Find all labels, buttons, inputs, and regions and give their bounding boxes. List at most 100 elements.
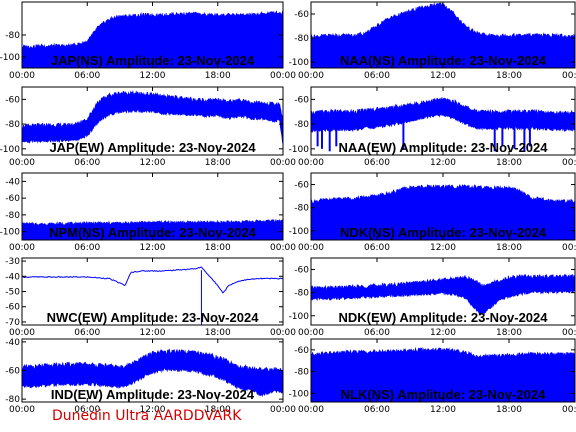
x-tick-label: 00:00 bbox=[562, 71, 576, 81]
plot-area bbox=[311, 183, 575, 240]
panel-title: NLK(NS) Amplitude: 23-Nov-2024 bbox=[341, 387, 546, 402]
y-tick-label: -60 bbox=[294, 266, 309, 276]
y-tick-label: -60 bbox=[5, 194, 20, 204]
y-tick-label: -100 bbox=[289, 389, 310, 399]
x-tick-label: 12:00 bbox=[430, 243, 456, 253]
x-tick-label: 06:00 bbox=[74, 328, 100, 338]
y-tick-label: -100 bbox=[289, 312, 310, 322]
series-1-band bbox=[22, 89, 283, 145]
series-1-band bbox=[311, 273, 575, 316]
x-tick-label: 00:00 bbox=[9, 243, 35, 253]
plot-area bbox=[311, 2, 575, 68]
y-tick-label: -80 bbox=[5, 395, 20, 405]
x-tick-label: 18:00 bbox=[205, 158, 231, 168]
plot-area bbox=[22, 89, 283, 145]
series-1-band bbox=[311, 97, 575, 133]
panel-8: 00:00 06:00 12:00 18:00 00:00 -60 -80 -100 NDK(E… bbox=[289, 257, 576, 338]
y-tick-label: -60 bbox=[294, 181, 309, 191]
panel-5: 00:00 06:00 12:00 18:00 00:00 -40 -60 -80 -100 NP… bbox=[0, 172, 296, 253]
plot-area bbox=[311, 273, 575, 316]
y-tick-label: -100 bbox=[0, 53, 20, 63]
y-tick-label: -60 bbox=[294, 346, 309, 356]
x-tick-label: 00:00 bbox=[298, 158, 324, 168]
x-tick-label: 12:00 bbox=[430, 158, 456, 168]
panel-title: IND(EW) Amplitude: 23-Nov-2024 bbox=[51, 387, 255, 402]
y-tick-label: -100 bbox=[0, 228, 20, 238]
x-tick-label: 00:00 bbox=[562, 158, 576, 168]
x-tick-label: 18:00 bbox=[496, 243, 522, 253]
x-tick-label: 00:00 bbox=[562, 328, 576, 338]
panel-10: 00:00 06:00 12:00 18:00 00:00 -60 -80 -100 NLK(N… bbox=[289, 338, 576, 415]
x-tick-label: 18:00 bbox=[496, 71, 522, 81]
x-tick-label: 12:00 bbox=[140, 71, 166, 81]
x-tick-label: 06:00 bbox=[74, 71, 100, 81]
x-tick-label: 06:00 bbox=[364, 158, 390, 168]
x-tick-label: 12:00 bbox=[430, 405, 456, 415]
x-tick-label: 00:00 bbox=[562, 405, 576, 415]
panel-title: NDK(EW) Amplitude: 23-Nov-2024 bbox=[339, 310, 549, 325]
y-tick-label: -80 bbox=[294, 34, 309, 44]
y-tick-label: -80 bbox=[294, 289, 309, 299]
x-tick-label: 06:00 bbox=[74, 405, 100, 415]
x-tick-label: 00:00 bbox=[270, 328, 296, 338]
series-1-band bbox=[311, 2, 575, 68]
y-tick-label: -30 bbox=[5, 257, 20, 267]
y-tick-label: -80 bbox=[294, 368, 309, 378]
x-tick-label: 18:00 bbox=[496, 158, 522, 168]
plot-area bbox=[22, 218, 283, 240]
x-tick-label: 00:00 bbox=[298, 243, 324, 253]
x-tick-label: 00:00 bbox=[9, 158, 35, 168]
x-tick-label: 00:00 bbox=[9, 328, 35, 338]
y-tick-label: -60 bbox=[294, 10, 309, 20]
x-tick-label: 06:00 bbox=[364, 71, 390, 81]
plot-area bbox=[311, 97, 575, 152]
x-tick-label: 06:00 bbox=[74, 243, 100, 253]
x-tick-label: 12:00 bbox=[140, 243, 166, 253]
x-tick-label: 00:00 bbox=[298, 328, 324, 338]
x-tick-label: 00:00 bbox=[298, 405, 324, 415]
panel-7: 00:00 06:00 12:00 18:00 00:00 -30 -40 -50 -60 -70… bbox=[5, 257, 296, 338]
series-1-band bbox=[311, 346, 575, 402]
y-tick-label: -60 bbox=[294, 95, 309, 105]
y-tick-label: -80 bbox=[294, 204, 309, 214]
series-1-band bbox=[22, 348, 283, 398]
x-tick-label: 06:00 bbox=[364, 405, 390, 415]
panel-6: 00:00 06:00 12:00 18:00 00:00 -60 -80 -100 NDK(N… bbox=[289, 172, 576, 253]
panel-title: NAA(NS) Amplitude: 23-Nov-2024 bbox=[340, 53, 547, 68]
x-tick-label: 00:00 bbox=[270, 158, 296, 168]
panel-title: NWC(EW) Amplitude: 23-Nov-2024 bbox=[47, 310, 260, 325]
y-tick-label: -80 bbox=[5, 31, 20, 41]
x-tick-label: 18:00 bbox=[496, 328, 522, 338]
plot-area bbox=[22, 266, 283, 325]
panel-title: NPM(NS) Amplitude: 23-Nov-2024 bbox=[49, 225, 257, 240]
series-1-band bbox=[22, 10, 283, 68]
plot-area bbox=[22, 348, 283, 398]
x-tick-label: 18:00 bbox=[205, 71, 231, 81]
x-tick-label: 06:00 bbox=[364, 243, 390, 253]
x-tick-label: 12:00 bbox=[140, 405, 166, 415]
y-tick-label: -40 bbox=[5, 272, 20, 282]
x-tick-label: 00:00 bbox=[9, 71, 35, 81]
y-tick-label: -80 bbox=[5, 120, 20, 130]
footer-title: Dunedin Ultra AARDDVARK bbox=[52, 408, 242, 424]
x-tick-label: 00:00 bbox=[270, 405, 296, 415]
panel-title: JAP(EW) Amplitude: 23-Nov-2024 bbox=[49, 140, 256, 155]
panel-4: 00:00 06:00 12:00 18:00 00:00 -60 -80 -100 NAA(E… bbox=[289, 86, 576, 168]
y-tick-label: -100 bbox=[0, 145, 20, 155]
panel-title: NAA(EW) Amplitude: 23-Nov-2024 bbox=[339, 140, 549, 155]
x-tick-label: 00:00 bbox=[298, 71, 324, 81]
series-1-band bbox=[311, 183, 575, 240]
x-tick-label: 12:00 bbox=[140, 328, 166, 338]
y-tick-label: -50 bbox=[5, 288, 20, 298]
y-tick-label: -40 bbox=[5, 338, 20, 348]
x-tick-label: 18:00 bbox=[205, 243, 231, 253]
panel-3: 00:00 06:00 12:00 18:00 00:00 -60 -80 -100 JAP(E… bbox=[0, 86, 296, 168]
x-tick-label: 18:00 bbox=[496, 405, 522, 415]
y-tick-label: -100 bbox=[289, 227, 310, 237]
x-tick-label: 12:00 bbox=[140, 158, 166, 168]
series-1-line bbox=[22, 266, 283, 294]
x-tick-label: 12:00 bbox=[430, 71, 456, 81]
y-tick-label: -100 bbox=[289, 58, 310, 68]
x-tick-label: 18:00 bbox=[205, 405, 231, 415]
